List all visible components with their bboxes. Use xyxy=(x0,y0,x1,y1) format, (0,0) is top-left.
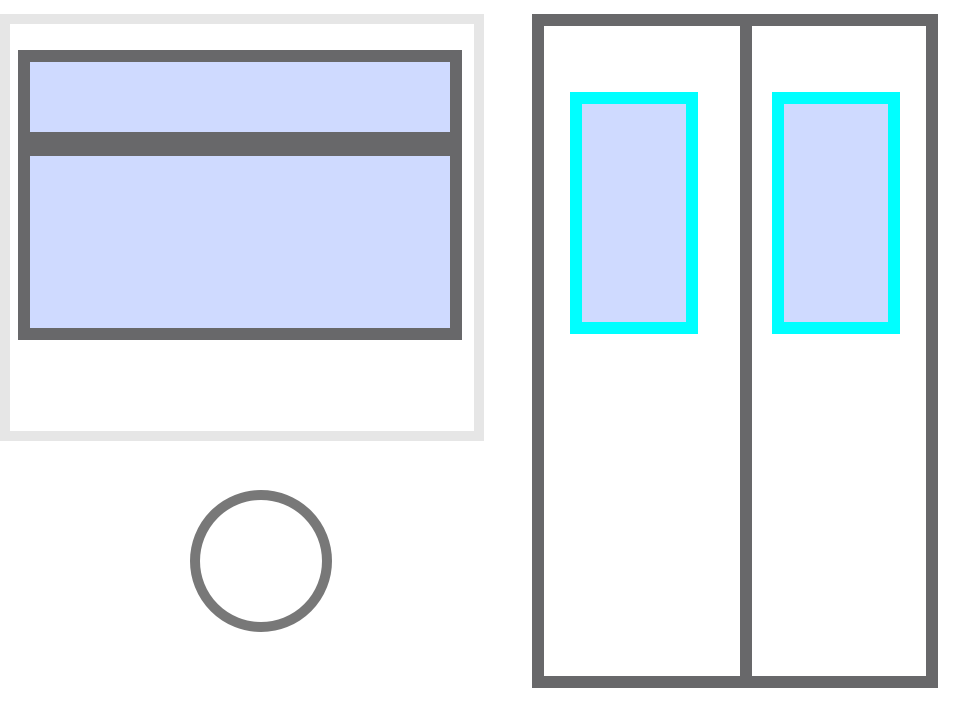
door-window-right[interactable] xyxy=(772,92,900,334)
window-pane-top[interactable] xyxy=(30,62,450,132)
round-button[interactable] xyxy=(190,490,332,632)
window-frame xyxy=(18,50,462,340)
double-door-panel[interactable] xyxy=(532,14,938,688)
door-window-left[interactable] xyxy=(570,92,698,334)
door-divider xyxy=(740,26,752,676)
window-pane-bottom[interactable] xyxy=(30,156,450,328)
